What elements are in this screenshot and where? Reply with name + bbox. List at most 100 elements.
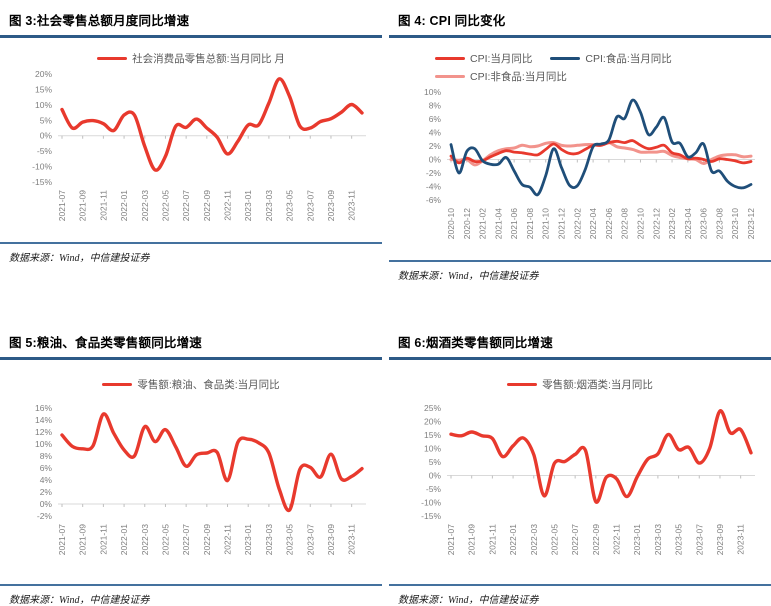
y-axis-label: -2%: [426, 168, 442, 178]
legend-label: 社会消费品零售总额:当月同比 月: [132, 53, 285, 65]
x-axis-label: 2021-07: [57, 524, 67, 555]
x-axis-label: 2022-02: [572, 208, 582, 239]
legend-item: 零售额:粮油、食品类:当月同比: [102, 377, 280, 392]
x-axis-label: 2022-09: [202, 190, 212, 221]
y-axis-label: 5%: [429, 457, 442, 467]
x-axis-label: 2023-05: [674, 524, 684, 555]
x-axis-label: 2022-03: [529, 524, 539, 555]
x-axis-label: 2023-11: [347, 524, 357, 555]
footer-divider: [0, 242, 382, 244]
series-line: [60, 412, 364, 513]
x-axis-label: 2021-10: [541, 208, 551, 239]
x-axis-label: 2022-09: [591, 524, 601, 555]
x-axis-label: 2020-12: [462, 208, 472, 239]
y-axis-label: 20%: [35, 69, 52, 79]
x-axis-label: 2023-02: [667, 208, 677, 239]
y-axis-label: 25%: [424, 403, 441, 413]
panel-title-fig4: 图 4: CPI 同比变化: [398, 14, 506, 28]
x-axis-label: 2022-07: [181, 190, 191, 221]
chart-panel-fig4: 图 4: CPI 同比变化 CPI:当月同比 CPI:食品:当月同比 CPI:非食品…: [389, 6, 771, 282]
x-axis-label: 2022-07: [181, 524, 191, 555]
x-axis-label: 2023-07: [305, 524, 315, 555]
y-axis-label: 14%: [35, 415, 52, 425]
y-axis-label: -10%: [421, 498, 441, 508]
legend-line-swatch: [435, 57, 465, 60]
panel-title-fig6: 图 6:烟酒类零售额同比增速: [398, 336, 553, 350]
legend-label: CPI:食品:当月同比: [585, 53, 672, 65]
x-axis-label: 2022-11: [223, 524, 233, 555]
legend-item: 零售额:烟酒类:当月同比: [507, 377, 653, 392]
chart-canvas-fig4: 2020-10 2020-12 2021-02 2021-04 2021-06 2021-…: [424, 87, 756, 239]
x-axis-label: 2023-09: [326, 524, 336, 555]
x-axis-label: 2021-07: [57, 190, 67, 221]
y-axis-label: 0%: [429, 471, 442, 481]
source-note: 数据来源：Wind，中信建投证券: [398, 271, 539, 282]
y-axis-label: 0%: [40, 499, 53, 509]
x-axis-label: 2021-08: [525, 208, 535, 239]
y-axis-label: -4%: [426, 182, 442, 192]
y-axis-label: -15%: [32, 177, 52, 187]
y-axis-label: 4%: [429, 128, 442, 138]
series-line: [60, 77, 364, 172]
x-axis-label: 2023-07: [694, 524, 704, 555]
legend-item: 社会消费品零售总额:当月同比 月: [97, 51, 285, 66]
legend-line-swatch: [550, 57, 581, 60]
chart-canvas-fig3: 2021-07 2021-09 2021-11 2022-01 2022-03 2022-…: [32, 69, 366, 221]
x-axis-label: 2021-11: [98, 524, 108, 555]
x-axis-label: 2022-10: [635, 208, 645, 239]
y-axis-label: 15%: [424, 430, 441, 440]
y-axis-label: -5%: [37, 146, 53, 156]
x-axis-label: 2022-01: [119, 524, 129, 555]
y-axis-label: 6%: [40, 463, 53, 473]
x-axis-label: 2023-11: [736, 524, 746, 555]
y-axis-label: 20%: [424, 417, 441, 427]
x-axis-label: 2022-11: [223, 190, 233, 221]
x-axis-label: 2022-05: [160, 190, 170, 221]
y-axis-label: 16%: [35, 403, 52, 413]
legend-item: CPI:非食品:当月同比: [435, 69, 567, 84]
legend-line-swatch: [435, 75, 465, 78]
y-axis-label: -2%: [37, 511, 53, 521]
legend-label: 零售额:粮油、食品类:当月同比: [137, 379, 280, 391]
chart-plot-area: 2021-07 2021-09 2021-11 2022-01 2022-03 2022-…: [401, 402, 771, 574]
legend-label: 零售额:烟酒类:当月同比: [542, 379, 653, 391]
y-axis-label: 5%: [40, 115, 53, 125]
x-axis-label: 2023-12: [746, 208, 756, 239]
chart-legend: 零售额:粮油、食品类:当月同比: [0, 377, 382, 392]
source-note: 数据来源：Wind，中信建投证券: [9, 595, 150, 606]
x-axis-label: 2023-03: [264, 190, 274, 221]
x-axis-label: 2023-10: [730, 208, 740, 239]
x-axis-label: 2023-09: [326, 190, 336, 221]
y-axis-label: -15%: [421, 511, 441, 521]
panel-title-fig3: 图 3:社会零售总额月度同比增速: [9, 14, 190, 28]
y-axis-label: 10%: [35, 100, 52, 110]
y-axis-label: 10%: [424, 87, 441, 97]
chart-panel-fig5: 图 5:粮油、食品类零售额同比增速 零售额:粮油、食品类:当月同比 2021-0…: [0, 328, 382, 606]
y-axis-label: 6%: [429, 114, 442, 124]
source-note: 数据来源：Wind，中信建投证券: [9, 253, 150, 264]
series-line: [449, 409, 753, 504]
x-axis-label: 2023-06: [699, 208, 709, 239]
footer-divider: [389, 584, 771, 586]
x-axis-label: 2021-04: [493, 208, 503, 239]
legend-line-swatch: [97, 57, 128, 60]
chart-legend: 零售额:烟酒类:当月同比: [389, 377, 771, 392]
x-axis-label: 2020-10: [446, 208, 456, 239]
x-axis-label: 2023-08: [714, 208, 724, 239]
x-axis-label: 2021-07: [446, 524, 456, 555]
y-axis-label: 15%: [35, 84, 52, 94]
y-axis-label: 8%: [429, 101, 442, 111]
chart-legend: CPI:当月同比 CPI:食品:当月同比 CPI:非食品:当月同比: [389, 51, 771, 84]
x-axis-label: 2023-05: [285, 524, 295, 555]
x-axis-label: 2023-01: [243, 524, 253, 555]
x-axis-label: 2023-03: [264, 524, 274, 555]
x-axis-label: 2022-06: [604, 208, 614, 239]
x-axis-label: 2022-03: [140, 524, 150, 555]
x-axis-label: 2023-01: [243, 190, 253, 221]
chart-plot-area: 2021-07 2021-09 2021-11 2022-01 2022-03 2022-…: [12, 68, 382, 240]
chart-panel-fig3: 图 3:社会零售总额月度同比增速 社会消费品零售总额:当月同比 月 2021-0…: [0, 6, 382, 282]
x-axis-label: 2021-02: [478, 208, 488, 239]
legend-line-swatch: [507, 383, 538, 386]
source-note: 数据来源：Wind，中信建投证券: [398, 595, 539, 606]
x-axis-label: 2021-11: [98, 190, 108, 221]
